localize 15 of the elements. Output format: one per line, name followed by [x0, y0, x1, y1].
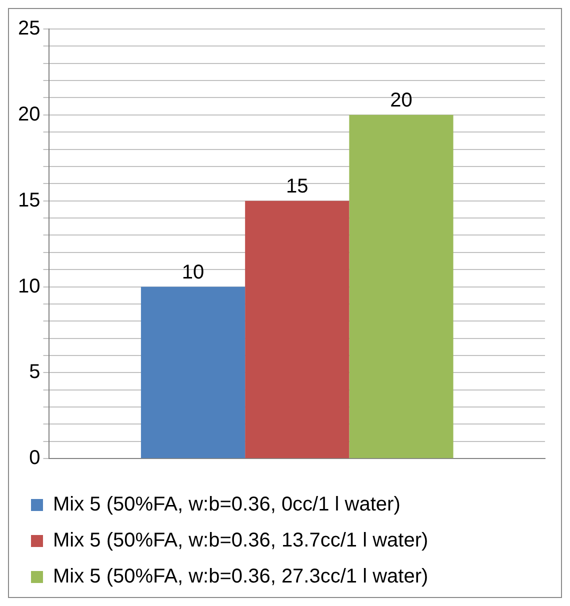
- legend-label: Mix 5 (50%FA, w:b=0.36, 13.7cc/1 l water): [53, 530, 428, 552]
- y-tick-label: 15: [18, 189, 40, 212]
- y-tick-label: 20: [18, 103, 40, 126]
- y-tick-label: 25: [18, 18, 40, 40]
- y-tick-label: 5: [29, 361, 40, 384]
- y-tick-label: 10: [18, 275, 40, 298]
- data-label: 10: [182, 261, 204, 284]
- data-label: 15: [286, 175, 308, 198]
- data-label: 20: [390, 89, 412, 112]
- legend-label: Mix 5 (50%FA, w:b=0.36, 0cc/1 l water): [53, 494, 400, 516]
- bar: [349, 114, 454, 458]
- y-tick-label: 0: [29, 447, 40, 470]
- bar: [245, 200, 350, 458]
- legend-label: Mix 5 (50%FA, w:b=0.36, 27.3cc/1 l water): [53, 566, 428, 588]
- bar: [140, 286, 246, 458]
